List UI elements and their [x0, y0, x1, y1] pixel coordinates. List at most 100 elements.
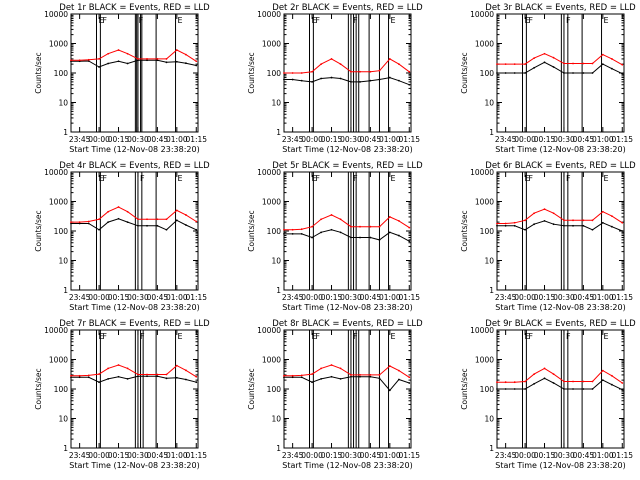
flag-label: F [315, 174, 320, 183]
x-tick-label: 00:45 [360, 451, 382, 460]
data-point-lld [563, 219, 565, 222]
data-point-lld [524, 380, 526, 383]
data-point-lld [621, 382, 624, 384]
data-point-events [350, 80, 352, 83]
plot-frame [70, 13, 199, 133]
data-point-events [195, 64, 198, 67]
y-tick-label: 10 [271, 415, 281, 424]
data-point-lld [107, 210, 110, 213]
flag-label: E [604, 16, 609, 25]
data-point-lld [378, 69, 381, 72]
x-tick-label: 00:15 [321, 135, 343, 144]
y-tick-label: 10 [271, 99, 281, 108]
chart-title: Det 7r BLACK = Events, RED = LLD [59, 319, 210, 329]
data-point-lld [621, 221, 624, 224]
data-point-events [98, 228, 100, 231]
data-point-events [582, 72, 585, 74]
x-tick-label: 00:30 [127, 293, 149, 302]
data-point-lld [107, 367, 110, 370]
x-tick-label: 00:30 [553, 293, 575, 302]
y-tick-label: 10000 [470, 168, 494, 177]
data-point-events [175, 60, 178, 63]
series-line-events [71, 375, 197, 383]
data-point-events [107, 62, 110, 65]
data-point-lld [283, 374, 285, 377]
flag-label: F [102, 174, 107, 183]
data-point-events [195, 228, 198, 231]
data-point-events [339, 377, 342, 380]
x-tick-label: 00:45 [573, 451, 595, 460]
flag-label: F [102, 332, 107, 341]
x-tick-label: 00:30 [553, 135, 575, 144]
data-point-lld [572, 219, 574, 222]
data-point-events [572, 72, 574, 74]
x-tick-label: 00:45 [573, 135, 595, 144]
data-point-lld [330, 364, 333, 366]
x-tick-label: 00:45 [360, 293, 382, 302]
flag-label: F [102, 16, 107, 25]
data-point-events [330, 375, 333, 378]
x-tick-label: 00:45 [147, 135, 169, 144]
y-tick-label: 10 [484, 257, 494, 266]
data-point-events [185, 378, 187, 381]
series-line-lld [497, 367, 623, 384]
y-tick-label: 10 [58, 257, 68, 266]
data-point-lld [195, 60, 198, 63]
y-tick-label: 1000 [49, 356, 68, 365]
x-tick-label: 00:15 [108, 293, 130, 302]
data-point-lld [126, 367, 129, 370]
x-tick-label: 00:15 [534, 451, 556, 460]
x-tick-label: 01:00 [592, 293, 614, 302]
y-axis-label: Counts/sec [247, 368, 256, 409]
data-point-events [601, 63, 604, 66]
flag-label: F [315, 16, 320, 25]
x-axis-label: Start Time (12-Nov-08 23:38:20) [69, 303, 199, 312]
y-tick-label: 10 [271, 257, 281, 266]
x-axis-label: Start Time (12-Nov-08 23:38:20) [282, 461, 412, 470]
data-point-lld [582, 380, 585, 383]
data-point-lld [496, 222, 498, 225]
x-tick-label: 00:30 [340, 293, 362, 302]
x-tick-label: 00:00 [301, 451, 323, 460]
x-tick-label: 01:15 [185, 135, 207, 144]
data-point-events [572, 388, 574, 390]
x-tick-label: 00:45 [360, 135, 382, 144]
data-point-events [283, 232, 285, 235]
x-tick-label: 00:15 [321, 451, 343, 460]
data-point-lld [156, 373, 159, 376]
x-tick-label: 23:45 [495, 293, 517, 302]
series-line-lld [71, 206, 197, 223]
data-point-lld [98, 218, 100, 221]
flag-label: E [311, 332, 316, 341]
x-tick-label: 00:30 [127, 135, 149, 144]
x-axis-label: Start Time (12-Nov-08 23:38:20) [282, 145, 412, 154]
data-point-events [146, 375, 148, 378]
flag-label: E [311, 174, 316, 183]
y-tick-label: 100 [480, 227, 495, 236]
chart-panel-3: Det 3r BLACK = Events, RED = LLD 1 10 100 10… [460, 3, 636, 154]
data-point-lld [137, 373, 139, 376]
data-point-lld [572, 380, 574, 383]
data-point-events [359, 80, 361, 83]
data-point-lld [513, 221, 516, 224]
x-axis-label: Start Time (12-Nov-08 23:38:20) [495, 145, 625, 154]
x-tick-label: 00:30 [553, 451, 575, 460]
data-point-lld [543, 52, 546, 55]
series-line-events [284, 376, 410, 392]
data-point-lld [543, 208, 546, 211]
y-tick-label: 1000 [475, 198, 494, 207]
data-point-events [408, 382, 411, 384]
data-point-lld [320, 367, 323, 370]
data-point-events [70, 376, 72, 379]
data-point-lld [87, 374, 90, 377]
x-tick-label: 00:15 [534, 135, 556, 144]
data-point-events [378, 377, 381, 380]
y-tick-label: 1000 [475, 356, 494, 365]
data-point-events [533, 223, 536, 226]
y-tick-label: 1 [489, 286, 494, 295]
y-tick-label: 100 [480, 69, 495, 78]
flag-label: F [528, 16, 533, 25]
data-point-events [339, 77, 342, 80]
data-point-lld [339, 63, 342, 66]
data-point-events [70, 222, 72, 225]
